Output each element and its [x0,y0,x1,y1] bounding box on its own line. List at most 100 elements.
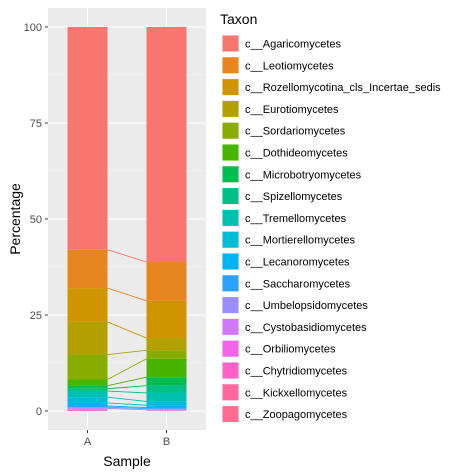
bar-segment-a-c-eurotiomycetes [67,321,108,355]
legend-label: c__Kickxellomycetes [245,387,348,399]
legend-label: c__Spizellomycetes [245,191,343,203]
legend-swatch [222,384,239,401]
bar-segment-a-c-dothideomycetes [67,379,108,386]
bar-segment-b-c-saccharomycetes [146,407,187,409]
bar-segment-a-c-spizellomycetes [67,388,108,392]
connector-c-sordariomycetes [107,358,147,380]
y-tick-label: 75 [30,118,42,130]
connector-c-saccharomycetes [107,406,147,410]
legend-swatch [222,275,239,292]
legend-label: c__Orbiliomycetes [245,344,336,356]
legend-label: c__Sordariomycetes [245,126,346,138]
bar-segment-a-c-orbiliomycetes [67,409,108,410]
legend-swatch [222,297,239,314]
legend-swatch [222,188,239,205]
bar-segment-a-c-mortierellomycetes [67,397,108,403]
legend-swatch [222,340,239,357]
legend-item-c-microbotryomycetes: c__Microbotryomycetes [222,165,362,183]
connector-c-agaricomycetes [107,249,147,263]
legend-swatch [222,35,239,52]
legend-item-c-lecanoromycetes: c__Lecanoromycetes [222,253,350,270]
legend-swatch [222,209,239,226]
legend-swatch [222,318,239,335]
legend-item-c-dothideomycetes: c__Dothideomycetes [222,144,348,161]
y-tick-label: 25 [30,310,42,322]
legend-swatch [222,144,239,161]
connector-c-leotiomycetes [107,287,147,302]
legend-label: c__Zoopagomycetes [245,409,348,421]
legend-label: c__Tremellomycetes [245,213,347,225]
y-axis-title: Percentage [7,183,23,255]
legend-label: c__Cystobasidiomycetes [245,322,367,334]
legend-swatch [222,362,239,379]
legend-item-c-saccharomycetes: c__Saccharomycetes [222,274,351,292]
legend-swatch [222,406,239,423]
bar-segment-a-c-rozellomycotina-cls-incertae-sedis [67,288,108,322]
legend-swatch [222,79,239,96]
legend-item-c-sordariomycetes: c__Sordariomycetes [222,122,346,140]
bar-segment-b-c-sordariomycetes [146,350,187,359]
legend-label: c__Saccharomycetes [245,278,351,290]
legend-label: c__Eurotiomycetes [245,104,339,116]
x-tick-label: A [84,436,92,448]
connector-c-lecanoromycetes [107,405,147,408]
legend-swatch [222,253,239,270]
legend-item-c-mortierellomycetes: c__Mortierellomycetes [222,231,356,249]
bar-segment-b-c-spizellomycetes [146,385,187,393]
bar-segment-a-c-saccharomycetes [67,406,108,408]
y-axis: 0 25 50 75 100 [24,22,48,418]
bar-segment-b-c-rozellomycotina-cls-incertae-sedis [146,300,187,339]
legend-swatch [222,231,239,248]
bar-segment-a-c-leotiomycetes [67,249,108,289]
legend-label: c__Agaricomycetes [245,39,341,51]
bar-segment-a-c-agaricomycetes [67,27,108,250]
y-tick-label: 50 [30,214,42,226]
bar-segment-a-c-microbotryomycetes [67,385,108,389]
legend-swatch [222,122,239,139]
bar-segment-b-c-eurotiomycetes [146,338,187,351]
bar-segment-a-c-chytridiomycetes [67,409,108,411]
legend-item-c-leotiomycetes: c__Leotiomycetes [222,56,334,74]
legend-item-c-orbiliomycetes: c__Orbiliomycetes [222,340,336,358]
legend-label: c__Mortierellomycetes [245,235,356,247]
legend-item-c-zoopagomycetes: c__Zoopagomycetes [222,405,348,423]
x-axis-title: Sample [103,453,151,469]
bar-segment-b-c-microbotryomycetes [146,377,187,386]
legend-label: c__Microbotryomycetes [245,169,362,181]
connector-c-spizellomycetes [107,390,147,394]
bars [67,27,187,411]
legend-item-c-tremellomycetes: c__Tremellomycetes [222,209,347,227]
legend-title: Taxon [220,11,257,27]
legend-label: c__Leotiomycetes [245,60,334,72]
y-tick-label: 0 [36,406,42,418]
connector-c-rozellomycotina-cls-incertae-sedis [107,321,147,339]
connector-c-mortierellomycetes [107,402,147,406]
connector-c-eurotiomycetes [107,349,147,355]
legend-label: c__Rozellomycotina_cls_Incertae_sedis [245,82,441,94]
legend-label: c__Lecanoromycetes [245,257,350,269]
y-tick-label: 100 [24,22,42,34]
connector-c-dothideomycetes [107,376,147,387]
connector-c-umbelopsidomycetes [107,407,147,411]
connector-lines [107,249,147,411]
legend-item-c-agaricomycetes: c__Agaricomycetes [222,35,341,52]
bar-segment-b-c-agaricomycetes [146,27,187,263]
legend-item-c-spizellomycetes: c__Spizellomycetes [222,187,343,205]
bar-segment-b-c-leotiomycetes [146,262,187,301]
bar-segment-b-c-umbelopsidomycetes [146,408,187,410]
connector-c-tremellomycetes [107,396,147,402]
bar-segment-b-c-lecanoromycetes [146,405,187,408]
bar-segment-a-c-tremellomycetes [67,391,108,398]
legend-item-c-cystobasidiomycetes: c__Cystobasidiomycetes [222,318,367,336]
bar-segment-a-c-sordariomycetes [67,354,108,380]
legend-item-c-kickxellomycetes: c__Kickxellomycetes [222,383,348,401]
legend-label: c__Umbelopsidomycetes [245,300,368,312]
legend-item-c-eurotiomycetes: c__Eurotiomycetes [222,100,339,118]
x-tick-label: B [163,436,170,448]
legend-swatch [222,100,239,117]
legend-item-c-umbelopsidomycetes: c__Umbelopsidomycetes [222,296,368,314]
bar-segment-a-c-lecanoromycetes [67,402,108,407]
bar-segment-a-c-cystobasidiomycetes [67,408,108,410]
